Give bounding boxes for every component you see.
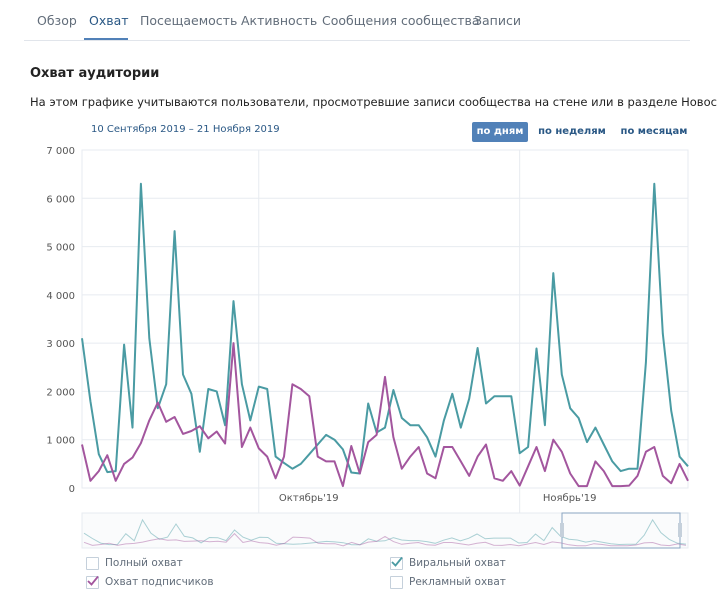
legend-viral-reach[interactable]: Виральный охват — [390, 556, 520, 571]
navigator-subscribers-line — [83, 532, 687, 547]
x-month-label: Октябрь'19 — [279, 493, 339, 504]
tab-posts[interactable]: Записи — [474, 13, 521, 28]
tab-activity[interactable]: Активность — [241, 13, 318, 28]
tab-community-messages[interactable]: Сообщения сообщества — [322, 13, 480, 28]
tab-bar: Обзор Охват Посещаемость Активность Сооб… — [0, 0, 717, 40]
checkmark-icon — [391, 556, 403, 567]
reach-line-chart[interactable]: 0 1 000 2 000 3 000 4 000 5 000 6 000 7 000 Октя… — [0, 140, 717, 550]
y-tick-label: 6 000 — [46, 194, 75, 205]
tab-reach[interactable]: Охват — [89, 13, 129, 28]
navigator-viral-line — [83, 518, 687, 546]
y-tick-label: 1 000 — [46, 436, 75, 447]
x-month-label: Ноябрь'19 — [543, 493, 597, 504]
viral-reach-line — [81, 182, 689, 475]
legend-full-reach[interactable]: Полный охват — [86, 557, 206, 571]
legend-full-reach-label: Полный охват — [105, 557, 183, 569]
legend-ad-reach-label: Рекламный охват — [409, 576, 506, 588]
y-tick-label: 3 000 — [46, 339, 75, 350]
legend-viral-reach-label: Виральный охват — [409, 557, 506, 569]
y-tick-label: 7 000 — [46, 146, 75, 157]
navigator-strip — [81, 512, 689, 549]
y-tick-label: 4 000 — [46, 291, 75, 302]
period-by-month-button[interactable]: по месяцам — [620, 126, 688, 137]
checkmark-icon — [87, 575, 99, 586]
section-title: Охват аудитории — [30, 66, 160, 81]
y-tick-label: 0 — [69, 484, 75, 495]
navigator-left-handle — [560, 523, 564, 537]
legend-subscribers-reach-label: Охват подписчиков — [105, 576, 214, 588]
legend-ad-reach[interactable]: Рекламный охват — [390, 576, 520, 590]
period-by-day-button[interactable]: по дням — [472, 122, 528, 142]
subscribers-reach-line — [81, 342, 689, 488]
section-description: На этом графике учитываются пользователи… — [30, 95, 717, 109]
subscribers-reach-checkbox[interactable] — [86, 575, 99, 589]
navigator-right-handle — [678, 523, 682, 537]
y-tick-label: 2 000 — [46, 387, 75, 398]
tab-overview[interactable]: Обзор — [37, 13, 77, 28]
ad-reach-checkbox[interactable] — [390, 576, 403, 589]
plot-area — [81, 149, 689, 489]
date-range[interactable]: 10 Сентября 2019 – 21 Ноября 2019 — [91, 124, 280, 135]
tab-divider — [24, 40, 690, 41]
viral-reach-checkbox[interactable] — [390, 556, 403, 570]
legend-subscribers-reach[interactable]: Охват подписчиков — [86, 575, 226, 590]
full-reach-checkbox[interactable] — [86, 557, 99, 570]
tab-attendance[interactable]: Посещаемость — [140, 13, 238, 28]
period-by-week-button[interactable]: по неделям — [538, 126, 606, 137]
active-tab-indicator — [84, 38, 128, 40]
y-tick-label: 5 000 — [46, 243, 75, 254]
